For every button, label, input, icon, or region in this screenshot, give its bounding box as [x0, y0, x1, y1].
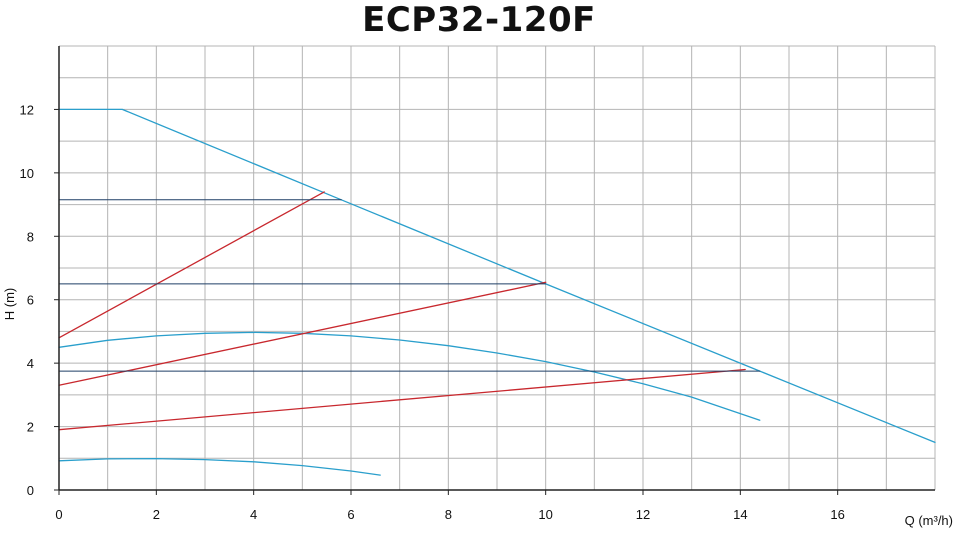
grid	[59, 45, 936, 490]
tick-labels: 0 2 4 6 8 10 12 14 16 0 2 4 6 8 10 12 Q (m³/h) H (m)	[2, 102, 953, 528]
axes	[54, 46, 935, 495]
series-proportional-line	[58, 191, 325, 339]
series-proportional-line	[58, 368, 746, 431]
y-axis-label: H (m)	[2, 288, 17, 321]
x-tick-label: 4	[250, 507, 257, 522]
x-tick-label: 8	[445, 507, 452, 522]
series-max-curve-line	[58, 108, 936, 444]
x-axis-label: Q (m³/h)	[905, 513, 953, 528]
x-tick-label: 12	[636, 507, 650, 522]
y-tick-label: 0	[27, 483, 34, 498]
y-tick-label: 2	[27, 420, 34, 435]
y-tick-label: 4	[27, 356, 34, 371]
y-tick-label: 12	[20, 102, 34, 117]
x-tick-label: 14	[733, 507, 747, 522]
y-tick-label: 8	[27, 229, 34, 244]
series-parabolic-line	[58, 331, 761, 421]
x-tick-label: 6	[347, 507, 354, 522]
x-tick-label: 10	[538, 507, 552, 522]
x-tick-label: 2	[153, 507, 160, 522]
x-tick-label: 0	[55, 507, 62, 522]
series-proportional-line	[58, 281, 547, 386]
y-tick-label: 10	[20, 166, 34, 181]
series-parabolic-line	[58, 457, 381, 476]
y-tick-label: 6	[27, 293, 34, 308]
series-group	[58, 108, 936, 476]
chart-title: ECP32-120F	[362, 0, 596, 40]
x-tick-label: 16	[830, 507, 844, 522]
